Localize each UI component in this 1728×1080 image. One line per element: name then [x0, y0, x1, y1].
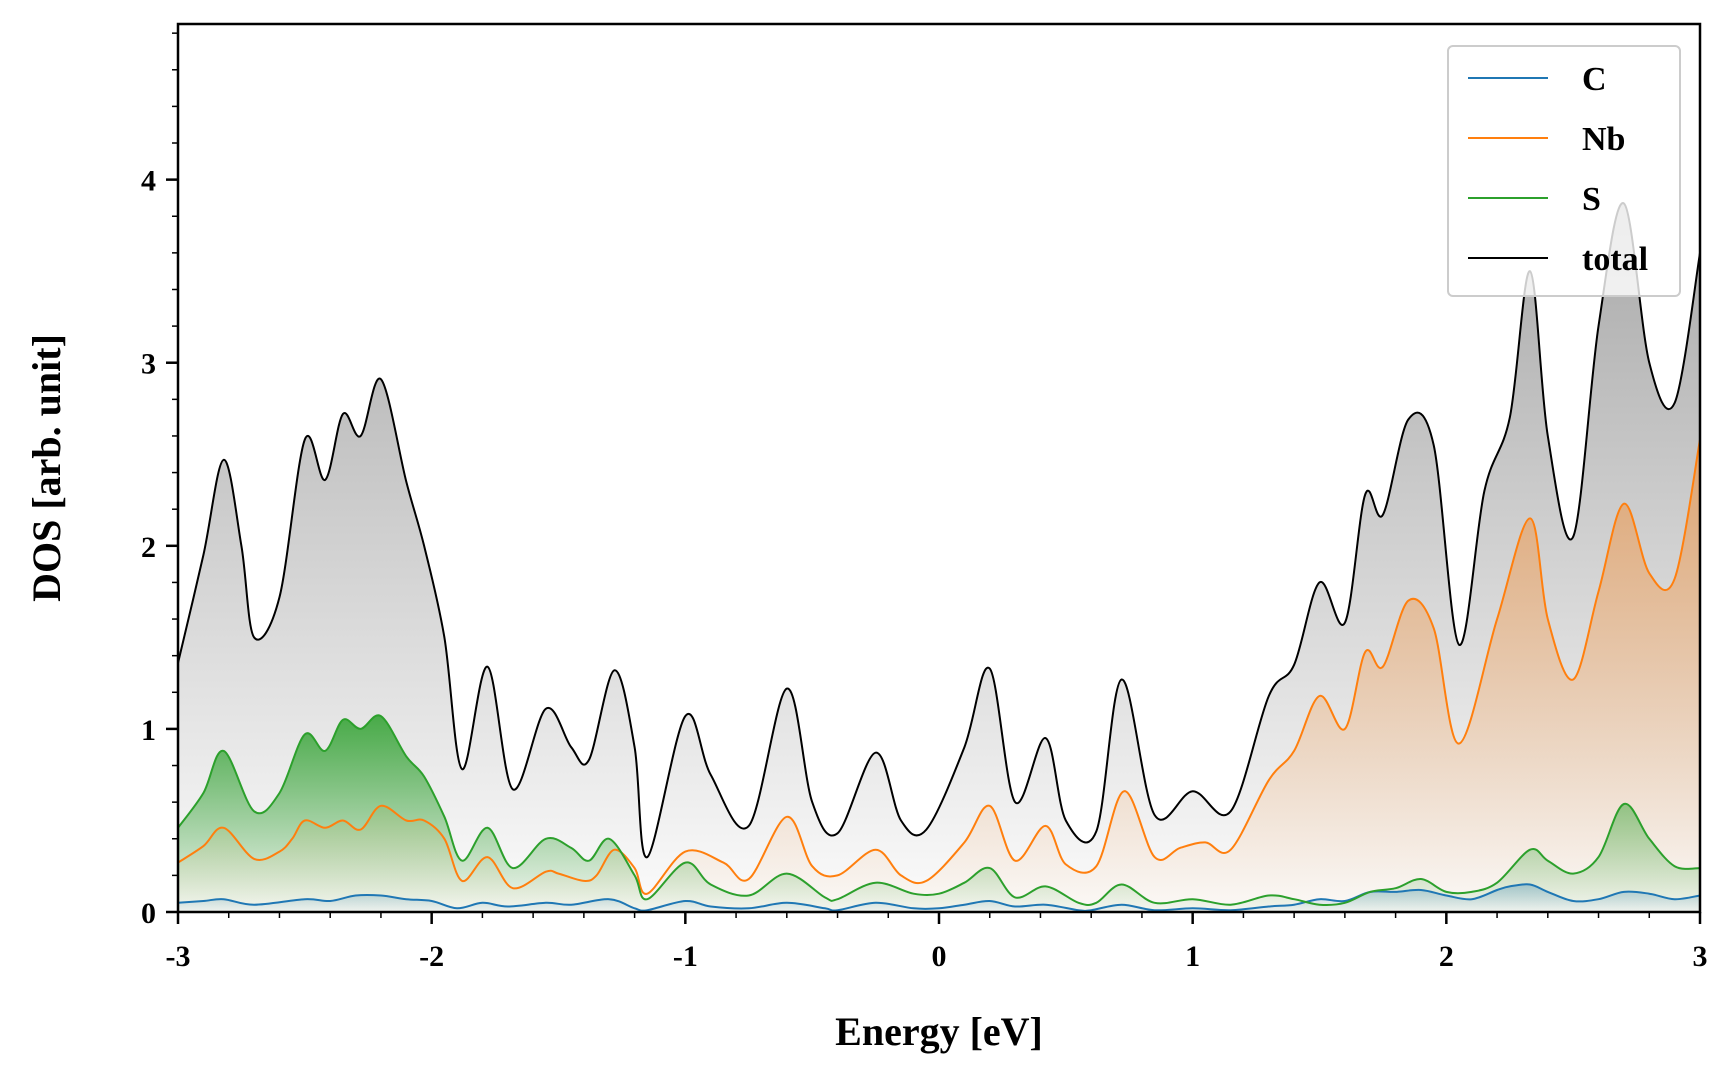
series-line-nb: [178, 439, 1700, 895]
y-tick-label: 3: [141, 348, 156, 381]
legend-label-c: C: [1582, 61, 1607, 98]
x-tick-label: 3: [1693, 940, 1708, 973]
area-fill-nb: [178, 439, 1700, 912]
y-tick-label: 0: [141, 897, 156, 930]
area-fill-s: [178, 715, 1700, 912]
x-tick-label: -1: [673, 940, 698, 973]
legend-label-total: total: [1582, 241, 1648, 278]
series-lines: [178, 202, 1700, 912]
x-axis: -3 -2 -1 0 1 2 3: [166, 912, 1708, 973]
legend-label-s: S: [1582, 181, 1601, 218]
legend-box: [1447, 45, 1681, 297]
series-line-total: [178, 202, 1700, 859]
series-line-c: [178, 883, 1700, 912]
y-tick-label: 1: [141, 714, 156, 747]
y-tick-label: 2: [141, 531, 156, 564]
x-tick-label: -2: [419, 940, 444, 973]
x-axis-label: Energy [eV]: [835, 1009, 1043, 1054]
x-tick-label: 0: [932, 940, 947, 973]
y-axis-label: DOS [arb. unit]: [24, 334, 69, 602]
y-tick-label: 4: [141, 165, 156, 198]
series-line-s: [178, 714, 1700, 907]
x-tick-label: 1: [1185, 940, 1200, 973]
x-tick-label: -3: [166, 940, 191, 973]
legend-label-nb: Nb: [1582, 121, 1625, 158]
x-tick-label: 2: [1439, 940, 1454, 973]
y-axis: 0 1 2 3 4: [141, 32, 178, 930]
